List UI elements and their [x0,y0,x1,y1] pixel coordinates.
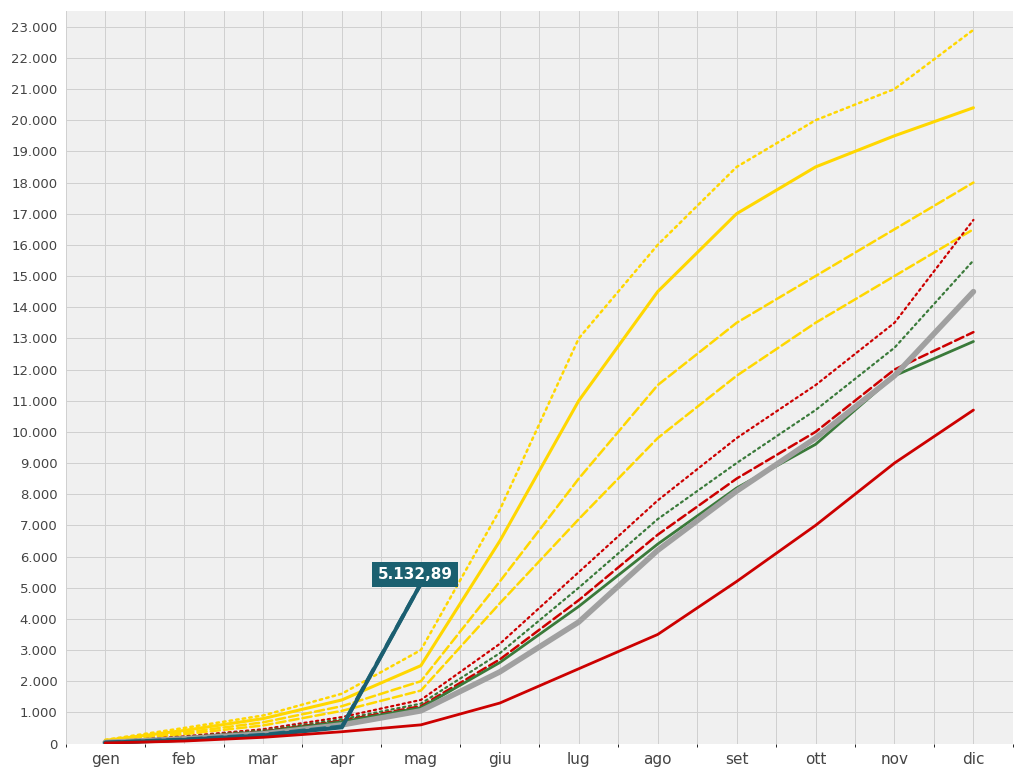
Text: 5.132,89: 5.132,89 [378,567,453,582]
